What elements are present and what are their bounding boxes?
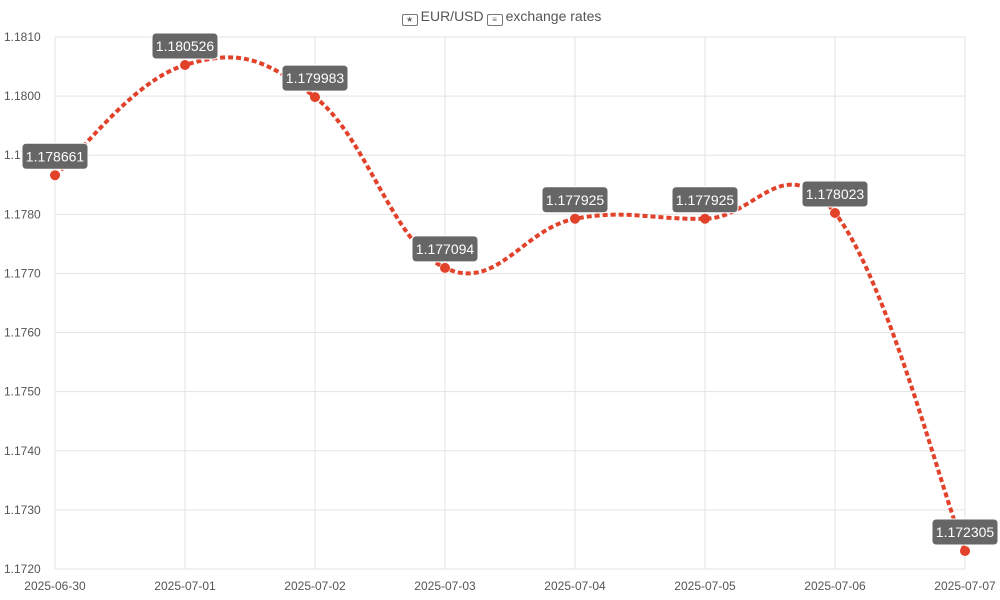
x-tick-label: 2025-07-07 xyxy=(934,579,996,593)
data-label-text: 1.177925 xyxy=(546,192,605,208)
data-label-box xyxy=(411,235,479,263)
data-point xyxy=(50,170,60,181)
data-label-text: 1.179983 xyxy=(286,70,345,86)
data-label-text: 1.177925 xyxy=(676,192,735,208)
eu-flag-icon: ★ xyxy=(401,14,418,26)
y-tick-label: 1.1760 xyxy=(4,326,41,340)
data-label: 1.177925 xyxy=(541,186,609,214)
data-label: 1.177094 xyxy=(411,235,479,263)
data-label: 1.178661 xyxy=(21,142,89,170)
data-label-box xyxy=(671,186,739,214)
data-label-text: 1.178023 xyxy=(806,186,865,202)
data-point xyxy=(310,92,320,103)
data-label-text: 1.172305 xyxy=(936,524,995,540)
data-label-box xyxy=(931,518,999,546)
data-label: 1.180526 xyxy=(151,32,219,60)
y-tick-label: 1.1780 xyxy=(4,207,41,221)
y-tick-label: 1.1750 xyxy=(4,385,41,399)
y-tick-label: 1.1740 xyxy=(4,444,41,458)
y-tick-label: 1.1730 xyxy=(4,503,41,517)
data-label-text: 1.180526 xyxy=(156,38,215,54)
x-tick-label: 2025-07-06 xyxy=(804,579,866,593)
data-point xyxy=(180,60,190,71)
data-label: 1.178023 xyxy=(801,180,869,208)
data-label-text: 1.178661 xyxy=(26,148,85,164)
us-flag-icon: ≡ xyxy=(486,14,503,26)
y-tick-label: 1.1800 xyxy=(4,89,41,103)
data-point xyxy=(440,262,450,273)
y-tick-label: 1.1810 xyxy=(4,30,41,44)
data-label: 1.177925 xyxy=(671,186,739,214)
x-tick-label: 2025-07-01 xyxy=(154,579,216,593)
x-tick-label: 2025-06-30 xyxy=(24,579,86,593)
data-label-box xyxy=(801,180,869,208)
chart-title-suffix: exchange rates xyxy=(505,8,602,24)
data-label-text: 1.177094 xyxy=(416,241,475,257)
x-tick-label: 2025-07-03 xyxy=(414,579,476,593)
data-point xyxy=(570,213,580,224)
y-tick-label: 1.1720 xyxy=(4,562,41,576)
data-label-box xyxy=(281,64,349,92)
chart-title: ★ EUR/USD ≡ exchange rates xyxy=(0,8,1000,26)
data-label: 1.172305 xyxy=(931,518,999,546)
data-point xyxy=(960,545,970,556)
data-label-box xyxy=(541,186,609,214)
x-tick-label: 2025-07-04 xyxy=(544,579,606,593)
y-tick-label: 1.1770 xyxy=(4,266,41,280)
chart-title-pair: EUR/USD xyxy=(420,8,484,24)
data-point xyxy=(830,207,840,218)
data-label-box xyxy=(21,142,89,170)
data-point xyxy=(700,213,710,224)
x-tick-label: 2025-07-05 xyxy=(674,579,736,593)
x-tick-label: 2025-07-02 xyxy=(284,579,346,593)
data-label: 1.179983 xyxy=(281,64,349,92)
data-label-box xyxy=(151,32,219,60)
series-line xyxy=(53,55,967,552)
